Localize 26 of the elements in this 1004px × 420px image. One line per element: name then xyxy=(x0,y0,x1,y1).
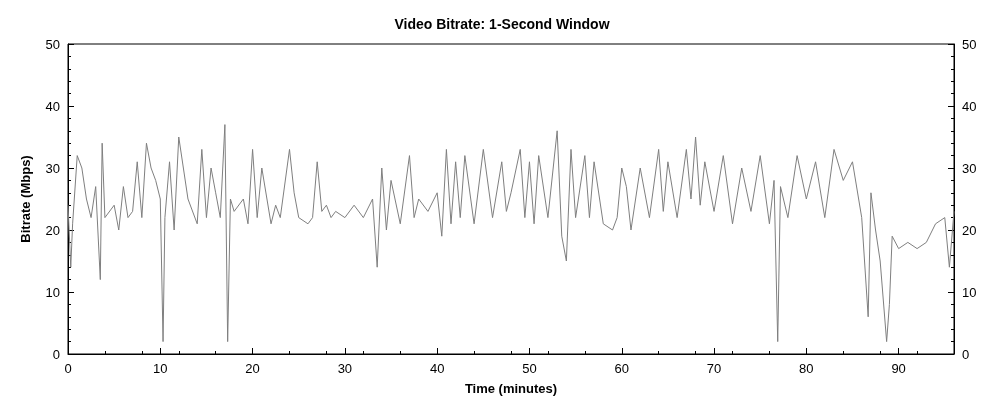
x-axis-title: Time (minutes) xyxy=(464,381,558,396)
x-tick-label: 20 xyxy=(245,361,260,376)
x-tick-label: 50 xyxy=(522,361,537,376)
line-series xyxy=(67,124,955,343)
y2-tick-label: 50 xyxy=(962,36,977,52)
y2-tick-label: 10 xyxy=(962,284,977,300)
y2-tick-label: 0 xyxy=(962,346,970,362)
y2-tick-label: 20 xyxy=(962,222,977,238)
x-tick-label: 40 xyxy=(429,361,445,376)
y-tick-label: 10 xyxy=(45,284,60,300)
y-tick-label: 0 xyxy=(52,346,60,362)
y2-tick-label: 30 xyxy=(962,160,977,176)
x-tick-label: 10 xyxy=(153,361,168,376)
x-tick-label: 0 xyxy=(64,361,72,376)
y2-tick-label: 40 xyxy=(962,98,977,114)
x-tick-label: 30 xyxy=(337,361,353,376)
y-tick-label: 30 xyxy=(45,160,60,176)
x-tick-label: 60 xyxy=(614,361,629,376)
x-tick-label: 70 xyxy=(706,361,722,376)
chart-title: Video Bitrate: 1-Second Window xyxy=(394,16,610,32)
x-tick-label: 80 xyxy=(799,361,814,376)
y-tick-label: 50 xyxy=(45,36,60,52)
x-tick-label: 90 xyxy=(891,361,906,376)
y-axis-title: Bitrate (Mbps) xyxy=(18,155,33,243)
y-tick-label: 20 xyxy=(45,222,60,238)
y-tick-label: 40 xyxy=(45,98,60,114)
